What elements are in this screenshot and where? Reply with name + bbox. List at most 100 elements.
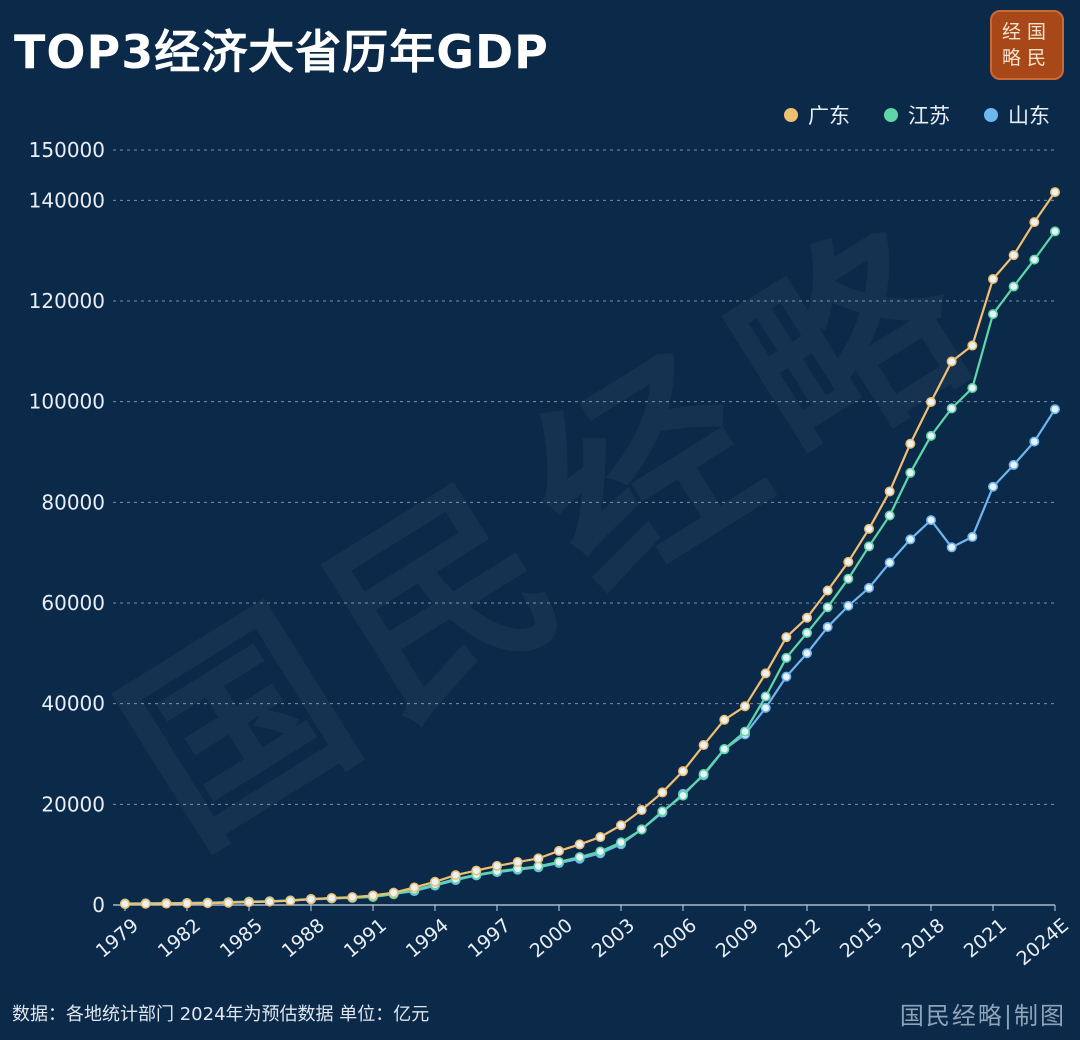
series-line-0 [124,191,1056,905]
data-point [429,876,440,887]
footer-note: 数据：各地统计部门 2024年为预估数据 单位：亿元 [12,1004,430,1025]
legend-item-jiangsu: 江苏 [884,100,950,130]
data-point [946,356,957,367]
data-point [801,612,812,623]
y-tick-label: 20000 [41,792,105,816]
y-tick-label: 150000 [29,138,105,162]
data-point [905,438,916,449]
y-tick-label: 100000 [29,390,105,414]
data-point [285,895,296,906]
x-tick-label: 1994 [402,914,453,962]
data-point [1008,281,1019,292]
data-point [905,534,916,545]
data-point [1050,226,1061,237]
brand-logo: 经国 略民 [990,10,1064,80]
x-tick-label: 2018 [898,914,949,962]
legend-item-guangdong: 广东 [784,100,850,130]
series-line-1 [124,230,1056,905]
chart-title: TOP3经济大省历年GDP [14,25,549,79]
legend-label-shandong: 山东 [1008,104,1050,128]
logo-line-1: 经国 [1001,21,1052,43]
data-point [884,486,895,497]
data-point [305,894,316,905]
data-point [719,744,730,755]
data-point [863,523,874,534]
data-point [120,898,131,909]
data-point [1050,404,1061,415]
legend-dot-guangdong [784,108,798,122]
data-point [450,870,461,881]
data-point [471,865,482,876]
data-point [512,857,523,868]
x-tick-label: 1988 [278,914,329,962]
data-point [925,396,936,407]
data-point [657,787,668,798]
data-point [388,887,399,898]
data-point [1029,217,1040,228]
data-point [925,515,936,526]
data-point [223,897,234,908]
logo-line-2: 略民 [1001,47,1052,69]
data-point [967,531,978,542]
data-point [822,602,833,613]
data-point [677,790,688,801]
data-point [760,691,771,702]
x-tick-label: 2015 [836,914,887,962]
data-point [843,600,854,611]
line-chart: 0 20000 40000 60000 80000 100000 120000 140000 1… [29,138,1073,970]
data-point [347,892,358,903]
data-point [533,853,544,864]
x-tick-label: 1982 [154,914,205,962]
y-tick-label: 0 [92,893,105,917]
data-point [967,382,978,393]
data-point [409,882,420,893]
x-tick-label: 1985 [216,914,267,962]
y-tick-label: 80000 [41,490,105,514]
x-tick-label: 2009 [712,914,763,962]
data-point [1008,459,1019,470]
legend-label-jiangsu: 江苏 [908,104,950,128]
data-point [781,652,792,663]
data-point [636,824,647,835]
x-tick-label: 2024E [1013,914,1073,970]
y-tick-label: 120000 [29,289,105,313]
data-point [843,556,854,567]
data-point [553,856,564,867]
data-point [987,309,998,320]
data-point [491,860,502,871]
data-point [760,702,771,713]
data-point [760,668,771,679]
y-tick-label: 60000 [41,591,105,615]
legend-item-shandong: 山东 [984,100,1050,130]
data-point [698,769,709,780]
data-point [1008,250,1019,261]
y-tick-label: 140000 [29,188,105,212]
x-tick-label: 1991 [340,914,391,962]
data-point [1029,254,1040,265]
data-point [636,805,647,816]
data-point [615,820,626,831]
data-point [182,898,193,909]
data-point [615,837,626,848]
data-point [657,806,668,817]
x-tick-label: 2021 [960,914,1011,962]
data-point [719,714,730,725]
data-point [202,898,213,909]
data-point [367,890,378,901]
data-point [946,403,957,414]
data-point [801,648,812,659]
data-point [801,627,812,638]
data-point [946,542,957,553]
data-point [677,766,688,777]
data-point [822,585,833,596]
legend-label-guangdong: 广东 [808,104,850,128]
legend-dot-jiangsu [884,108,898,122]
series-line-2 [124,408,1056,905]
x-tick-label: 1979 [92,914,143,962]
data-point [1050,187,1061,198]
data-point [781,671,792,682]
data-point [244,897,255,908]
data-point [326,893,337,904]
data-point [264,896,275,907]
data-point [967,340,978,351]
